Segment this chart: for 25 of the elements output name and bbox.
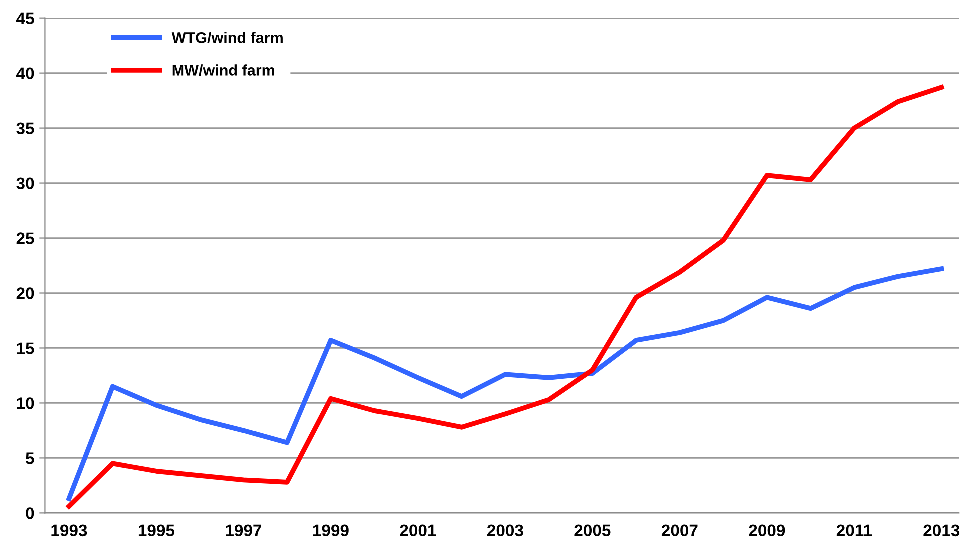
y-tick-label: 25 — [16, 232, 34, 244]
y-tick-label: 20 — [16, 288, 34, 300]
x-tick-label: 1995 — [138, 524, 175, 537]
legend-label: WTG/wind farm — [172, 32, 283, 44]
x-tick-label: 1997 — [226, 524, 262, 537]
x-tick-label: 1993 — [52, 524, 88, 537]
x-tick-label: 1999 — [313, 524, 349, 537]
x-tick-label: 2009 — [749, 524, 786, 537]
y-tick-label: 0 — [26, 508, 34, 520]
x-tick-label: 2011 — [836, 524, 872, 537]
x-tick-label: 2003 — [487, 524, 524, 537]
x-tick-label: 2007 — [662, 524, 698, 537]
x-tick-label: 2013 — [924, 524, 960, 537]
y-tick-label: 15 — [17, 342, 34, 354]
legend-label: MW/wind farm — [172, 64, 274, 76]
y-tick-label: 30 — [16, 178, 34, 190]
x-tick-label: 2005 — [574, 524, 611, 537]
line-series — [66, 85, 944, 510]
y-tick-label: 45 — [16, 12, 34, 25]
x-tick-label: 2001 — [400, 524, 436, 537]
line-series — [66, 266, 944, 502]
y-tick-label: 40 — [16, 68, 34, 80]
y-tick-label: 35 — [16, 122, 34, 135]
y-tick-label: 5 — [26, 452, 34, 464]
y-tick-label: 10 — [17, 398, 34, 410]
